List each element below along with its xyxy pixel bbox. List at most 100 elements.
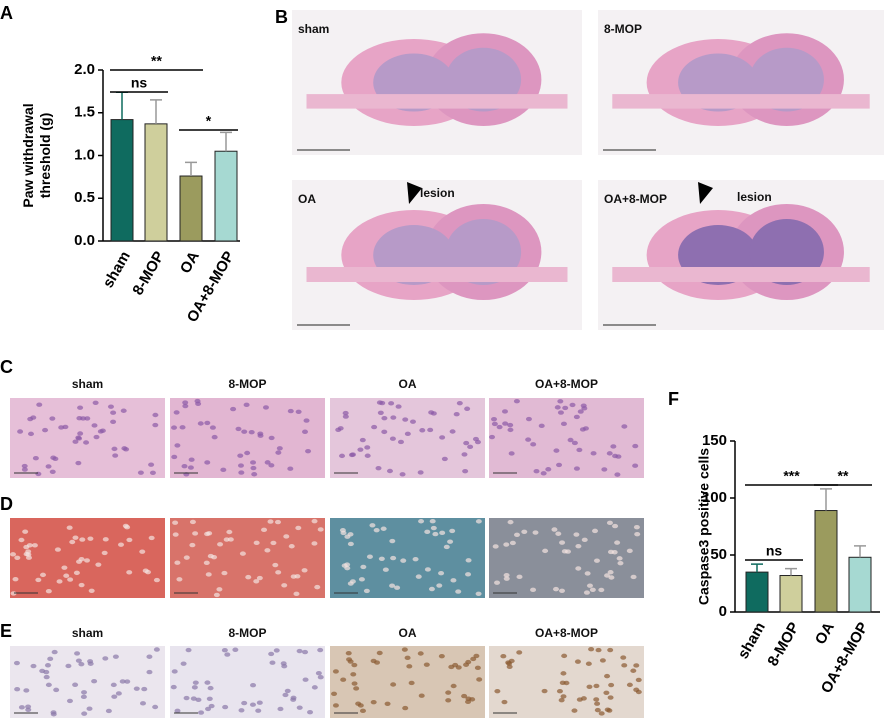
cell (545, 467, 552, 472)
cell (17, 429, 24, 434)
cell (419, 428, 426, 433)
cell (347, 659, 354, 664)
cell (281, 583, 288, 588)
cell (173, 410, 180, 415)
cell (350, 672, 357, 677)
cell (78, 582, 85, 588)
cell (552, 586, 559, 592)
histology-image (330, 398, 485, 478)
cell (455, 589, 462, 594)
cell (84, 558, 91, 563)
cell (10, 552, 17, 557)
cell (332, 703, 339, 708)
cell (301, 568, 308, 573)
cell (607, 647, 614, 653)
cell (211, 434, 218, 440)
cell (72, 439, 79, 444)
cell (556, 689, 563, 694)
cell (501, 409, 508, 414)
cell (317, 527, 324, 532)
cell (359, 708, 366, 714)
cell (126, 570, 133, 575)
cell (607, 695, 614, 700)
cell (274, 519, 281, 525)
cell (583, 590, 590, 595)
cell (110, 410, 117, 415)
cell (399, 472, 406, 477)
error-bar (116, 91, 128, 120)
cell (105, 708, 112, 714)
cell (217, 542, 224, 547)
cell (404, 431, 411, 437)
cell (152, 422, 159, 428)
cell (555, 531, 562, 536)
cell (249, 702, 256, 707)
cell (10, 591, 17, 596)
cell (25, 704, 32, 709)
cell (204, 460, 211, 465)
cell (121, 446, 128, 451)
cell (275, 450, 282, 455)
cell (126, 537, 133, 543)
cell (192, 680, 199, 685)
cell (18, 537, 25, 543)
cell (283, 534, 290, 539)
cell (581, 537, 588, 543)
y-tick-label: 2.0 (74, 61, 95, 78)
cell (221, 570, 228, 576)
cell (146, 654, 153, 659)
cell (634, 531, 641, 537)
x-tick-label: 8-MOP (764, 619, 802, 669)
cell (430, 411, 437, 416)
image-label: sham (72, 626, 103, 640)
cell (197, 421, 204, 426)
bar (144, 123, 168, 242)
cell (608, 575, 615, 580)
cell (574, 659, 581, 664)
cell (288, 544, 295, 549)
cell (621, 424, 628, 429)
cell (377, 410, 384, 415)
cell (153, 647, 160, 652)
cell (256, 575, 263, 581)
cell (190, 696, 197, 701)
cell (144, 569, 151, 575)
image-label: 8-MOP (604, 22, 642, 36)
cell (607, 570, 614, 575)
cell (195, 697, 202, 703)
cell (557, 399, 564, 404)
cell (273, 648, 280, 653)
cell (560, 694, 567, 699)
histology-image (10, 646, 165, 718)
cell (445, 698, 452, 703)
cell (296, 648, 303, 654)
cell (464, 406, 471, 411)
cell (267, 519, 274, 524)
x-tick-label: sham (100, 248, 134, 290)
cell (311, 518, 318, 524)
image-label: sham (298, 22, 329, 36)
cell (509, 540, 516, 546)
cell (614, 472, 621, 477)
cell (261, 527, 268, 533)
cell (35, 471, 42, 477)
cell (220, 467, 227, 473)
cell (50, 455, 57, 460)
cell (257, 433, 264, 438)
error-bar (220, 131, 232, 152)
cell (248, 429, 255, 435)
y-tick-label: 100 (702, 489, 727, 506)
cell (311, 541, 318, 546)
cell (366, 554, 373, 559)
cell (91, 678, 98, 684)
cell (189, 542, 196, 548)
cell (506, 661, 513, 666)
cell (188, 457, 195, 462)
cell (461, 452, 468, 457)
image-label: OA (399, 626, 417, 640)
cell (635, 677, 642, 683)
cell (584, 571, 591, 576)
cell (237, 453, 244, 458)
cell (47, 656, 54, 662)
cell (295, 409, 302, 414)
